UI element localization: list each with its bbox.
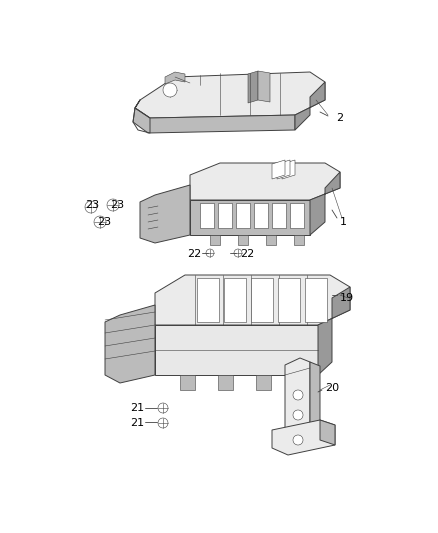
Text: 2: 2 — [336, 113, 343, 123]
Polygon shape — [290, 203, 304, 228]
Polygon shape — [236, 203, 250, 228]
Polygon shape — [197, 278, 219, 322]
Text: 22: 22 — [240, 249, 254, 259]
Text: 1: 1 — [340, 217, 347, 227]
Polygon shape — [200, 203, 214, 228]
Polygon shape — [278, 278, 300, 322]
Polygon shape — [320, 420, 335, 445]
Polygon shape — [258, 71, 270, 102]
Text: 20: 20 — [325, 383, 339, 393]
Circle shape — [234, 249, 242, 257]
Polygon shape — [254, 203, 268, 228]
Polygon shape — [277, 160, 290, 179]
Polygon shape — [165, 72, 185, 84]
Polygon shape — [105, 305, 155, 383]
Polygon shape — [282, 160, 295, 179]
Polygon shape — [210, 235, 220, 245]
Polygon shape — [310, 172, 340, 235]
Polygon shape — [294, 375, 309, 390]
Text: 19: 19 — [340, 293, 354, 303]
Text: 22: 22 — [187, 249, 201, 259]
Circle shape — [293, 410, 303, 420]
Circle shape — [293, 390, 303, 400]
Polygon shape — [294, 235, 304, 245]
Circle shape — [85, 201, 97, 213]
Polygon shape — [272, 420, 335, 455]
Polygon shape — [318, 287, 350, 375]
Text: 21: 21 — [130, 418, 144, 428]
Polygon shape — [190, 163, 340, 200]
Polygon shape — [218, 375, 233, 390]
Polygon shape — [305, 278, 327, 322]
Polygon shape — [140, 185, 190, 243]
Circle shape — [158, 403, 168, 413]
Polygon shape — [266, 235, 276, 245]
Polygon shape — [155, 325, 318, 375]
Polygon shape — [218, 203, 232, 228]
Polygon shape — [190, 200, 310, 235]
Polygon shape — [295, 82, 325, 130]
Polygon shape — [135, 72, 325, 118]
Circle shape — [107, 199, 119, 211]
Polygon shape — [248, 71, 258, 103]
Text: 21: 21 — [130, 403, 144, 413]
Polygon shape — [155, 275, 350, 325]
Polygon shape — [285, 358, 310, 437]
Circle shape — [293, 435, 303, 445]
Circle shape — [163, 83, 177, 97]
Polygon shape — [251, 278, 273, 322]
Polygon shape — [180, 375, 195, 390]
Polygon shape — [272, 203, 286, 228]
Polygon shape — [272, 160, 285, 179]
Polygon shape — [224, 278, 246, 322]
Polygon shape — [256, 375, 271, 390]
Circle shape — [206, 249, 214, 257]
Text: 23: 23 — [97, 217, 111, 227]
Circle shape — [158, 418, 168, 428]
Polygon shape — [238, 235, 248, 245]
Text: 23: 23 — [85, 200, 99, 210]
Polygon shape — [310, 362, 320, 433]
Text: 23: 23 — [110, 200, 124, 210]
Circle shape — [94, 216, 106, 228]
Polygon shape — [133, 108, 295, 133]
